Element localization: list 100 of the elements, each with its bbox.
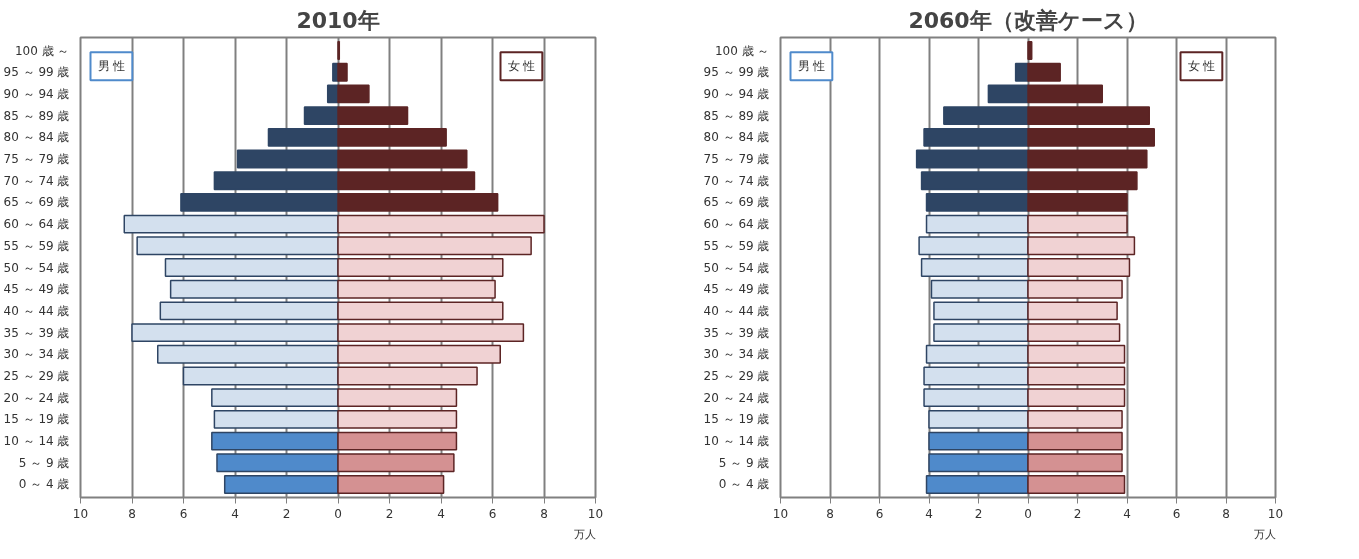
bar: [337, 84, 370, 104]
bar: [1027, 62, 1061, 82]
bar: [915, 149, 1029, 169]
y-tick-label: 80 ～ 84 歳: [703, 130, 770, 145]
y-tick-label: 50 ～ 54 歳: [703, 260, 770, 275]
bar: [337, 236, 532, 256]
bar: [1027, 279, 1123, 299]
bar: [987, 84, 1029, 104]
bar: [337, 214, 545, 234]
y-tick-label: 90 ～ 94 歳: [3, 86, 70, 101]
bar: [923, 388, 1029, 408]
y-tick-label: 35 ～ 39 歳: [3, 325, 70, 340]
bar: [236, 149, 339, 169]
x-tick-label: 0: [334, 506, 342, 521]
bar: [1027, 453, 1123, 473]
x-tick-label: 6: [488, 506, 497, 521]
bar: [1027, 106, 1151, 126]
bar: [216, 453, 339, 473]
bar: [337, 258, 504, 277]
y-tick-label: 60 ～ 64 歳: [3, 217, 70, 232]
y-tick-label: 10 ～ 14 歳: [3, 434, 70, 449]
x-tick-label: 6: [179, 506, 188, 521]
bar: [1027, 409, 1123, 429]
y-tick-label: 5 ～ 9 歳: [18, 455, 70, 470]
x-tick-label: 6: [875, 506, 884, 521]
bar: [928, 431, 1029, 451]
bar: [928, 409, 1029, 429]
x-tick-label: 4: [1123, 506, 1131, 521]
x-tick-label: 0: [1024, 506, 1032, 521]
y-tick-label: 100 歳 ～: [14, 43, 70, 58]
bar: [923, 127, 1029, 147]
y-tick-label: 90 ～ 94 歳: [703, 86, 770, 101]
y-tick-label: 60 ～ 64 歳: [703, 217, 770, 232]
x-tick-label: 8: [128, 506, 136, 521]
bar: [131, 323, 339, 343]
bar: [337, 127, 447, 147]
bar: [925, 475, 1029, 494]
bar: [1027, 323, 1121, 343]
x-axis-title: 万人: [573, 527, 596, 541]
y-tick-label: 75 ～ 79 歳: [703, 152, 770, 167]
y-tick-label: 30 ～ 34 歳: [703, 347, 770, 362]
bar: [337, 301, 504, 321]
bar: [923, 366, 1029, 386]
bar: [1027, 431, 1123, 451]
bar: [164, 258, 339, 277]
y-tick-label: 40 ～ 44 歳: [703, 303, 770, 318]
y-tick-label: 5 ～ 9 歳: [718, 455, 770, 470]
x-tick-label: 4: [437, 506, 445, 521]
x-tick-label: 4: [231, 506, 239, 521]
bar: [337, 323, 525, 343]
bar: [930, 279, 1029, 299]
y-tick-label: 55 ～ 59 歳: [3, 238, 70, 253]
bar: [211, 431, 339, 451]
bar: [933, 301, 1029, 321]
bar: [337, 453, 455, 473]
x-tick-label: 4: [925, 506, 933, 521]
x-tick-label: 2: [1073, 506, 1082, 521]
bar: [943, 106, 1029, 126]
bar: [337, 279, 496, 299]
bar: [213, 171, 339, 191]
x-tick-label: 10: [587, 506, 604, 521]
bar: [1027, 84, 1103, 104]
text: 女 性: [1187, 59, 1216, 74]
bar: [337, 344, 501, 364]
bar: [169, 279, 339, 299]
y-tick-label: 20 ～ 24 歳: [703, 390, 770, 405]
bar: [1027, 214, 1128, 234]
bar: [933, 323, 1029, 343]
y-tick-label: 15 ～ 19 歳: [3, 412, 70, 427]
bar: [925, 344, 1029, 364]
y-tick-label: 85 ～ 89 歳: [3, 108, 70, 123]
bar: [925, 192, 1029, 212]
bar: [337, 149, 468, 169]
text: 女 性: [507, 59, 536, 74]
bar: [337, 62, 348, 82]
bar: [920, 258, 1029, 277]
bar: [337, 192, 499, 212]
y-tick-label: 75 ～ 79 歳: [3, 152, 70, 167]
y-tick-label: 40 ～ 44 歳: [3, 303, 70, 318]
bar: [1027, 149, 1148, 169]
text: 男 性: [97, 59, 126, 74]
x-tick-label: 6: [1172, 506, 1181, 521]
bar: [1027, 192, 1128, 212]
bar: [157, 344, 339, 364]
bar: [337, 431, 458, 451]
bar: [337, 409, 458, 429]
x-tick-label: 10: [772, 506, 789, 521]
bar: [136, 236, 339, 256]
bar: [123, 214, 339, 234]
x-tick-label: 10: [1267, 506, 1284, 521]
y-tick-label: 50 ～ 54 歳: [3, 260, 70, 275]
bar: [1027, 41, 1033, 60]
y-tick-label: 85 ～ 89 歳: [703, 108, 770, 123]
bar: [267, 127, 339, 147]
y-tick-label: 100 歳 ～: [714, 43, 770, 58]
y-tick-label: 95 ～ 99 歳: [703, 65, 770, 80]
y-tick-label: 0 ～ 4 歳: [18, 477, 70, 492]
chart-title: 2010年: [296, 7, 380, 33]
y-tick-label: 45 ～ 49 歳: [3, 282, 70, 297]
bar: [928, 453, 1029, 473]
